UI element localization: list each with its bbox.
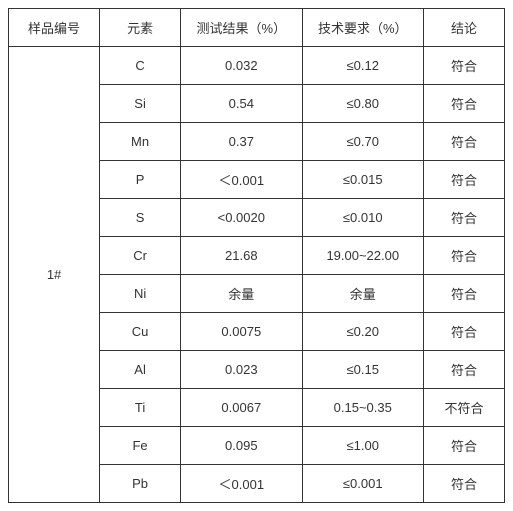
conclusion-cell: 符合 bbox=[424, 313, 505, 351]
requirement-cell: ≤0.20 bbox=[302, 313, 423, 351]
element-cell: Ni bbox=[100, 275, 181, 313]
conclusion-cell: 符合 bbox=[424, 161, 505, 199]
conclusion-cell: 符合 bbox=[424, 85, 505, 123]
requirement-cell: 19.00~22.00 bbox=[302, 237, 423, 275]
table-row: 1# C 0.032 ≤0.12 符合 bbox=[9, 47, 505, 85]
element-cell: Al bbox=[100, 351, 181, 389]
result-cell: 0.0075 bbox=[181, 313, 302, 351]
conclusion-cell: 不符合 bbox=[424, 389, 505, 427]
sample-id-cell: 1# bbox=[9, 47, 100, 503]
result-cell: 余量 bbox=[181, 275, 302, 313]
conclusion-cell: 符合 bbox=[424, 47, 505, 85]
requirement-cell: ≤1.00 bbox=[302, 427, 423, 465]
result-cell: 0.023 bbox=[181, 351, 302, 389]
conclusion-cell: 符合 bbox=[424, 427, 505, 465]
composition-table: 样品编号 元素 测试结果（%） 技术要求（%） 结论 1# C 0.032 ≤0… bbox=[8, 8, 505, 503]
col-header-result: 测试结果（%） bbox=[181, 9, 302, 47]
requirement-cell: ≤0.12 bbox=[302, 47, 423, 85]
requirement-cell: ≤0.010 bbox=[302, 199, 423, 237]
result-cell: 21.68 bbox=[181, 237, 302, 275]
element-cell: C bbox=[100, 47, 181, 85]
conclusion-cell: 符合 bbox=[424, 199, 505, 237]
result-cell: ＜0.001 bbox=[181, 161, 302, 199]
result-cell: <0.0020 bbox=[181, 199, 302, 237]
conclusion-cell: 符合 bbox=[424, 351, 505, 389]
conclusion-cell: 符合 bbox=[424, 465, 505, 503]
requirement-cell: ≤0.15 bbox=[302, 351, 423, 389]
element-cell: P bbox=[100, 161, 181, 199]
col-header-sample: 样品编号 bbox=[9, 9, 100, 47]
table-header-row: 样品编号 元素 测试结果（%） 技术要求（%） 结论 bbox=[9, 9, 505, 47]
element-cell: Ti bbox=[100, 389, 181, 427]
requirement-cell: ≤0.001 bbox=[302, 465, 423, 503]
result-cell: 0.0067 bbox=[181, 389, 302, 427]
element-cell: Fe bbox=[100, 427, 181, 465]
requirement-cell: ≤0.80 bbox=[302, 85, 423, 123]
conclusion-cell: 符合 bbox=[424, 275, 505, 313]
result-cell: ＜0.001 bbox=[181, 465, 302, 503]
element-cell: Pb bbox=[100, 465, 181, 503]
requirement-cell: ≤0.015 bbox=[302, 161, 423, 199]
element-cell: S bbox=[100, 199, 181, 237]
requirement-cell: 余量 bbox=[302, 275, 423, 313]
result-cell: 0.37 bbox=[181, 123, 302, 161]
result-cell: 0.095 bbox=[181, 427, 302, 465]
col-header-conclusion: 结论 bbox=[424, 9, 505, 47]
conclusion-cell: 符合 bbox=[424, 123, 505, 161]
col-header-requirement: 技术要求（%） bbox=[302, 9, 423, 47]
requirement-cell: 0.15~0.35 bbox=[302, 389, 423, 427]
requirement-cell: ≤0.70 bbox=[302, 123, 423, 161]
result-cell: 0.032 bbox=[181, 47, 302, 85]
element-cell: Cu bbox=[100, 313, 181, 351]
conclusion-cell: 符合 bbox=[424, 237, 505, 275]
result-cell: 0.54 bbox=[181, 85, 302, 123]
col-header-element: 元素 bbox=[100, 9, 181, 47]
element-cell: Si bbox=[100, 85, 181, 123]
element-cell: Cr bbox=[100, 237, 181, 275]
element-cell: Mn bbox=[100, 123, 181, 161]
